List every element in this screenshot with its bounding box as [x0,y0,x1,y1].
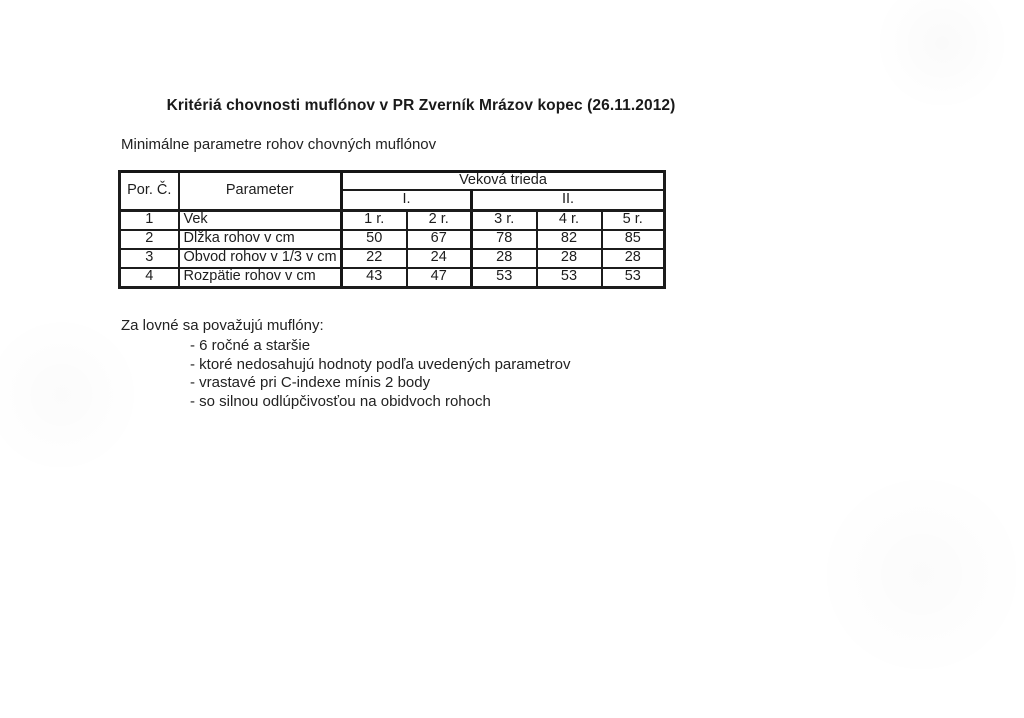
note-line: - vrastavé pri C-indexe mínis 2 body [190,374,431,391]
row-number-cell: 1 [118,209,180,231]
criteria-table: Por. Č. Parameter Veková trieda I. II. 1… [118,170,667,289]
row-number-cell: 4 [118,266,180,289]
value-cell: 28 [600,247,667,269]
note-line: - so silnou odlúpčivosťou na obidvoch ro… [190,392,491,410]
notes-intro: Za lovné sa považujú muflóny: [121,317,324,334]
value-cell: 1 r. [340,209,408,231]
header-parameter: Parameter [177,170,343,212]
parameter-cell: Dĺžka rohov v cm [177,228,343,250]
value-cell: 47 [405,266,473,289]
table-row: 3 Obvod rohov v 1/3 v cm 22 24 28 28 28 [118,247,667,269]
value-cell: 22 [340,247,408,269]
value-cell: 24 [405,247,473,269]
value-cell: 67 [405,228,473,250]
table-row: 2 Dĺžka rohov v cm 50 67 78 82 85 [118,228,667,250]
value-cell: 28 [535,247,603,269]
value-cell: 82 [535,228,603,250]
value-cell: 78 [470,228,538,250]
header-vekova-trieda: Veková trieda [339,170,667,191]
value-cell: 53 [470,266,538,289]
parameter-cell: Rozpätie rohov v cm [177,266,343,289]
document-title: Kritériá chovnosti muflónov v PR Zverník… [166,97,676,114]
header-por-c: Por. Č. [118,170,180,212]
table-subgroup-header-row: I. II. [120,188,667,212]
notes-section: Za lovné sa považujú muflóny: - 6 ročné … [121,317,570,411]
value-cell: 3 r. [470,209,538,231]
note-line: - ktoré nedosahujú hodnoty podľa uvedený… [190,355,571,373]
value-cell: 53 [535,266,603,289]
row-number-cell: 3 [118,247,180,269]
header-group-ii: II. [469,188,667,212]
row-number-cell: 2 [118,228,180,250]
value-cell: 53 [600,266,667,289]
header-group-i: I. [340,188,473,212]
value-cell: 50 [340,228,408,250]
value-cell: 28 [470,247,538,269]
document-subtitle: Minimálne parametre rohov chovných mufló… [121,136,437,153]
value-cell: 4 r. [535,209,603,231]
parameter-cell: Obvod rohov v 1/3 v cm [177,247,343,269]
table-row: 4 Rozpätie rohov v cm 43 47 53 53 53 [118,266,667,289]
value-cell: 5 r. [600,209,667,231]
table-group-header-row: Por. Č. Parameter Veková trieda [118,170,667,212]
note-line: - 6 ročné a staršie [190,337,311,354]
value-cell: 85 [600,228,667,250]
parameter-cell: Vek [177,209,343,231]
value-cell: 43 [340,266,408,289]
table-row: 1 Vek 1 r. 2 r. 3 r. 4 r. 5 r. [118,209,667,231]
value-cell: 2 r. [405,209,473,231]
